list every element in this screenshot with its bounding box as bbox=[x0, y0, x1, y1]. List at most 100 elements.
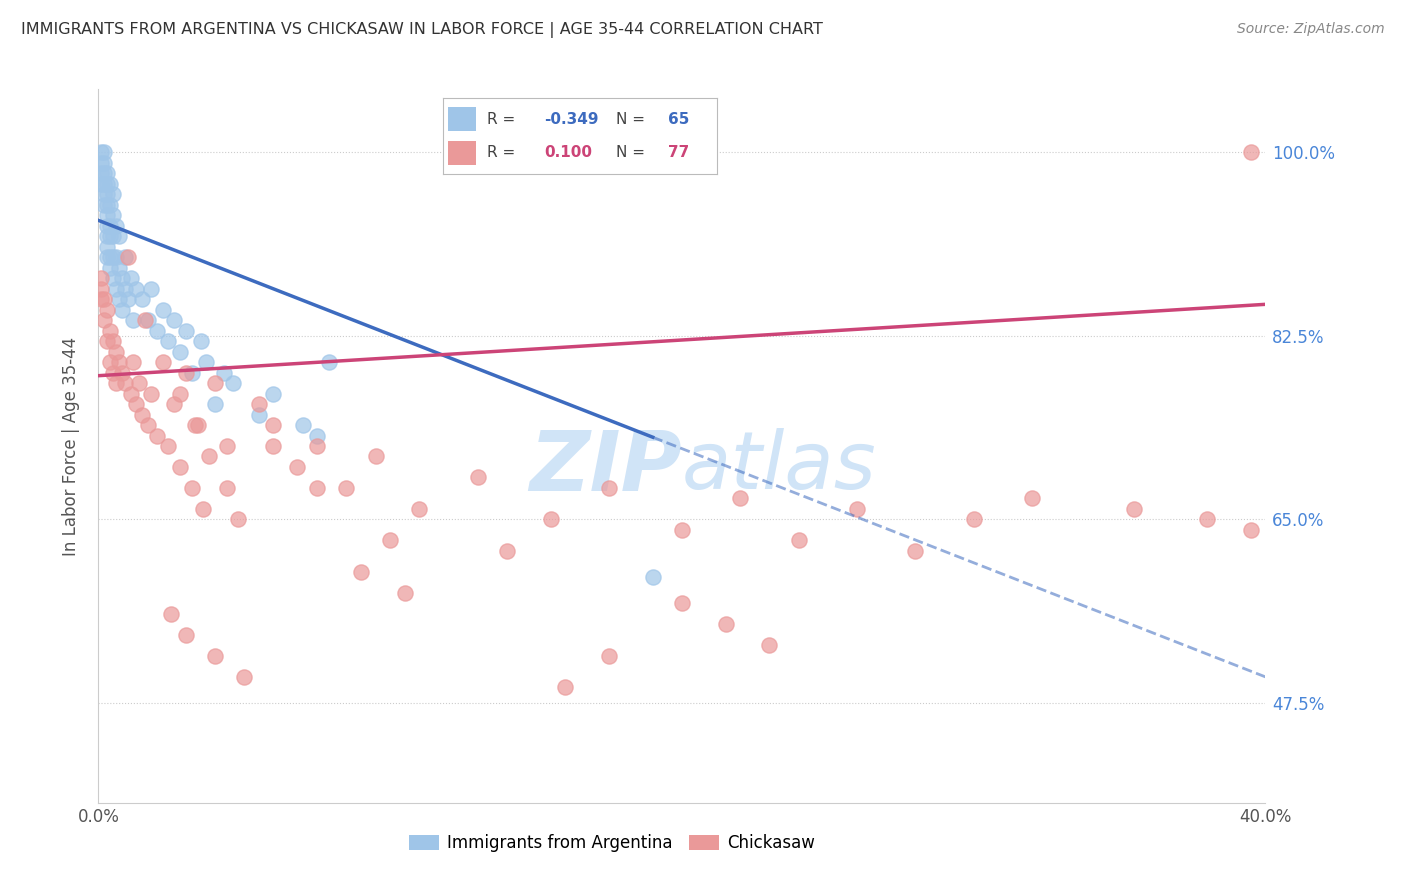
Point bbox=[136, 417, 159, 432]
Point bbox=[671, 523, 693, 537]
Point bbox=[215, 439, 238, 453]
Point bbox=[96, 302, 118, 317]
Point bbox=[114, 282, 136, 296]
Point bbox=[93, 145, 115, 160]
Point bbox=[96, 229, 118, 244]
Point bbox=[104, 282, 127, 296]
Point bbox=[221, 376, 243, 390]
Point bbox=[262, 417, 284, 432]
Point bbox=[204, 397, 226, 411]
Point bbox=[285, 460, 308, 475]
Point bbox=[114, 250, 136, 264]
Point bbox=[120, 386, 142, 401]
Point bbox=[787, 533, 810, 548]
Point bbox=[180, 366, 202, 380]
Text: R =: R = bbox=[486, 145, 520, 161]
Point bbox=[1195, 512, 1218, 526]
Point bbox=[187, 417, 209, 432]
Point bbox=[641, 570, 664, 584]
Point bbox=[93, 155, 115, 169]
Point bbox=[134, 313, 156, 327]
Point bbox=[335, 481, 357, 495]
Point bbox=[93, 292, 115, 306]
Point bbox=[598, 648, 620, 663]
Point bbox=[104, 219, 127, 233]
Point bbox=[408, 502, 430, 516]
Point bbox=[467, 470, 489, 484]
Point bbox=[157, 439, 180, 453]
Point bbox=[730, 491, 752, 506]
Point bbox=[96, 208, 118, 222]
Point bbox=[139, 282, 162, 296]
Point bbox=[90, 271, 112, 285]
Point bbox=[152, 355, 174, 369]
Point bbox=[108, 229, 131, 244]
Point bbox=[111, 302, 134, 317]
Point bbox=[846, 502, 869, 516]
Point bbox=[93, 177, 115, 191]
Point bbox=[157, 334, 180, 348]
Point bbox=[307, 439, 329, 453]
Point bbox=[364, 450, 387, 464]
Text: 77: 77 bbox=[668, 145, 689, 161]
Y-axis label: In Labor Force | Age 35-44: In Labor Force | Age 35-44 bbox=[62, 336, 80, 556]
Point bbox=[307, 428, 329, 442]
Point bbox=[93, 166, 115, 180]
Point bbox=[98, 177, 121, 191]
Point bbox=[120, 271, 142, 285]
Point bbox=[212, 366, 235, 380]
Point bbox=[98, 197, 121, 211]
Point bbox=[101, 229, 124, 244]
Point bbox=[758, 639, 780, 653]
Point bbox=[291, 417, 314, 432]
Point bbox=[125, 397, 148, 411]
Point bbox=[96, 187, 118, 202]
Point bbox=[108, 260, 131, 275]
Text: -0.349: -0.349 bbox=[544, 112, 599, 127]
Text: R =: R = bbox=[486, 112, 520, 127]
Bar bbox=[449, 107, 475, 131]
Point bbox=[180, 481, 202, 495]
Point bbox=[307, 481, 329, 495]
Point bbox=[136, 313, 159, 327]
Point bbox=[962, 512, 984, 526]
Point bbox=[98, 219, 121, 233]
Point bbox=[671, 596, 693, 610]
Point bbox=[233, 670, 256, 684]
Point bbox=[1021, 491, 1043, 506]
Point bbox=[174, 366, 197, 380]
Point bbox=[96, 250, 118, 264]
Point bbox=[122, 313, 145, 327]
Point bbox=[93, 197, 115, 211]
Point bbox=[114, 376, 136, 390]
Text: IMMIGRANTS FROM ARGENTINA VS CHICKASAW IN LABOR FORCE | AGE 35-44 CORRELATION CH: IMMIGRANTS FROM ARGENTINA VS CHICKASAW I… bbox=[21, 22, 823, 38]
Point bbox=[1123, 502, 1146, 516]
Point bbox=[131, 408, 153, 422]
Point bbox=[108, 292, 131, 306]
Point bbox=[163, 313, 186, 327]
Point bbox=[104, 344, 127, 359]
Point bbox=[90, 177, 112, 191]
Point bbox=[554, 681, 576, 695]
Point bbox=[98, 250, 121, 264]
Point bbox=[163, 397, 186, 411]
Point bbox=[540, 512, 562, 526]
Point bbox=[152, 302, 174, 317]
Point bbox=[125, 282, 148, 296]
Point bbox=[139, 386, 162, 401]
Point bbox=[1240, 145, 1263, 160]
Point bbox=[101, 366, 124, 380]
Point bbox=[131, 292, 153, 306]
Point bbox=[598, 481, 620, 495]
Text: atlas: atlas bbox=[682, 428, 877, 507]
Point bbox=[169, 386, 191, 401]
Point bbox=[90, 292, 112, 306]
Point bbox=[198, 450, 221, 464]
Point bbox=[96, 334, 118, 348]
Point bbox=[146, 324, 169, 338]
Text: Source: ZipAtlas.com: Source: ZipAtlas.com bbox=[1237, 22, 1385, 37]
Bar bbox=[449, 141, 475, 165]
Point bbox=[96, 166, 118, 180]
Point bbox=[262, 386, 284, 401]
Point bbox=[93, 187, 115, 202]
